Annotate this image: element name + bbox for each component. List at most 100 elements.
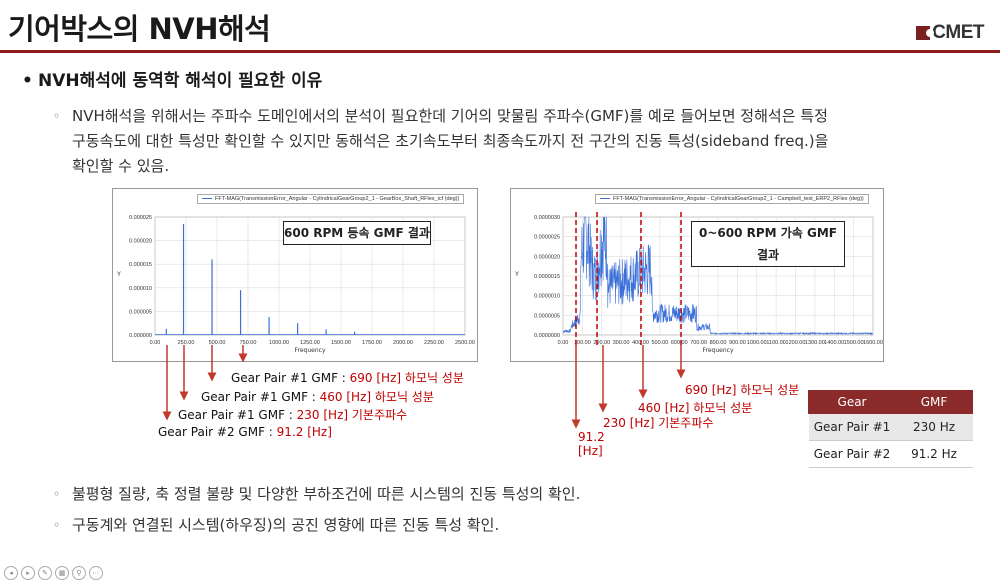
annotation-91hz: Gear Pair #2 GMF : 91.2 [Hz]	[158, 425, 332, 439]
y-axis-label: Y	[514, 271, 519, 278]
y-tick-label: 0.0000000	[534, 333, 560, 339]
sub-bullet-marker: ◦	[53, 518, 61, 532]
x-tick-label: 200.00	[593, 340, 610, 346]
chart-legend: FFT-MAG(TransmissionError_Angular - Cyli…	[595, 194, 869, 204]
logo-mark-icon	[916, 26, 935, 40]
slide-toolbar: ◂ ▸ ✎ ▦ ⚲ ⋯	[4, 566, 103, 580]
x-tick-label: 1500.00	[331, 340, 351, 346]
x-tick-label: 0.00	[558, 340, 569, 346]
chart-title-box: 600 RPM 등속 GMF 결과	[283, 221, 431, 245]
table-cell: 230 Hz	[895, 413, 973, 441]
annotation-right-460hz: 460 [Hz] 하모닉 성분	[638, 401, 753, 415]
chart-acceleration: FFT-MAG(TransmissionError_Angular - Cyli…	[510, 188, 884, 362]
pen-icon[interactable]: ✎	[38, 566, 52, 580]
bullet-text: 구동계와 연결된 시스템(하우징)의 공진 영향에 따른 진동 특성 확인.	[72, 516, 500, 534]
x-axis-label: Frequency	[703, 347, 734, 354]
chart-legend: FFT-MAG(TransmissionError_Angular - Cyli…	[197, 194, 465, 204]
x-tick-label: 1600.00	[863, 340, 883, 346]
paragraph-line-1: NVH해석을 위해서는 주파수 도메인에서의 분석이 필요한데 기어의 맞물림 …	[72, 107, 828, 125]
table-row: Gear Pair #2 91.2 Hz	[808, 440, 973, 468]
annotation-690hz: Gear Pair #1 GMF : 690 [Hz] 하모닉 성분	[231, 371, 464, 385]
forward-icon[interactable]: ▸	[21, 566, 35, 580]
legend-text: FFT-MAG(TransmissionError_Angular - Cyli…	[215, 196, 460, 202]
x-tick-label: 1000.00	[747, 340, 767, 346]
x-tick-label: 100.00	[574, 340, 591, 346]
bullet-marker: •	[22, 71, 33, 91]
logo-text: CMET	[932, 22, 984, 43]
slides-icon[interactable]: ▦	[55, 566, 69, 580]
table-cell: Gear Pair #1	[808, 413, 896, 441]
chart-title-box: 0~600 RPM 가속 GMF 결과	[691, 221, 845, 267]
sub-bullet-unbalance: ◦ 불평형 질량, 축 정렬 불량 및 다양한 부하조건에 따른 시스템의 진동…	[53, 482, 581, 507]
x-tick-label: 600.00	[671, 340, 688, 346]
paragraph-line-2: 구동속도에 대한 특성만 확인할 수 있지만 동해석은 초기속도부터 최종속도까…	[72, 132, 829, 150]
y-tick-label: 0.000000	[129, 333, 152, 339]
y-axis-label: Y	[116, 271, 121, 278]
x-tick-label: 750.00	[240, 340, 257, 346]
title-divider	[0, 50, 1000, 53]
y-tick-label: 0.000010	[129, 286, 152, 292]
y-tick-label: 0.000005	[129, 309, 152, 315]
table-header-gear: Gear	[808, 390, 896, 414]
x-tick-label: 1400.00	[824, 340, 844, 346]
back-icon[interactable]: ◂	[4, 566, 18, 580]
bullet-text: 불평형 질량, 축 정렬 불량 및 다양한 부하조건에 따른 시스템의 진동 특…	[72, 485, 581, 503]
y-tick-label: 0.000020	[129, 239, 152, 245]
annotation-right-91hz-unit: [Hz]	[578, 444, 603, 458]
table-cell: Gear Pair #2	[808, 440, 896, 468]
annotation-right-91hz: 91.2	[578, 430, 605, 444]
y-tick-label: 0.0000030	[534, 215, 560, 221]
table-cell: 91.2 Hz	[895, 440, 973, 468]
x-tick-label: 400.00	[632, 340, 649, 346]
sub-bullet-paragraph: ◦ NVH해석을 위해서는 주파수 도메인에서의 분석이 필요한데 기어의 맞물…	[53, 104, 829, 179]
sub-bullet-marker: ◦	[53, 109, 61, 123]
sweep-series	[562, 216, 873, 336]
main-bullet-text: NVH해석에 동역학 해석이 필요한 이유	[38, 71, 323, 91]
table-header-gmf: GMF	[895, 390, 973, 414]
company-logo: CMET	[916, 22, 984, 44]
gmf-table: Gear GMF Gear Pair #1 230 Hz Gear Pair #…	[808, 390, 973, 468]
zoom-icon[interactable]: ⚲	[72, 566, 86, 580]
chart-plot-right: 0.00 100.00 200.00 300.00 400.00 500.00 600.00…	[514, 215, 883, 354]
y-tick-label: 0.0000010	[534, 294, 560, 300]
x-tick-label: 1100.00	[766, 340, 785, 346]
x-tick-label: 2500.00	[455, 340, 475, 346]
legend-text: FFT-MAG(TransmissionError_Angular - Cyli…	[613, 196, 864, 202]
x-tick-label: 500.00	[651, 340, 668, 346]
x-axis-label: Frequency	[295, 347, 326, 354]
paragraph-line-3: 확인할 수 있음.	[72, 157, 170, 175]
x-tick-label: 1250.00	[300, 340, 320, 346]
x-tick-label: 2000.00	[393, 340, 413, 346]
x-tick-label: 1000.00	[269, 340, 289, 346]
x-tick-label: 250.00	[178, 340, 195, 346]
x-tick-label: 1300.00	[805, 340, 825, 346]
legend-line-icon	[600, 198, 610, 200]
y-tick-label: 0.0000005	[534, 313, 560, 319]
annotation-right-690hz: 690 [Hz] 하모닉 성분	[685, 383, 800, 397]
sub-bullet-marker: ◦	[53, 487, 61, 501]
annotation-230hz: Gear Pair #1 GMF : 230 [Hz] 기본주파수	[178, 408, 408, 422]
legend-line-icon	[202, 198, 212, 200]
annotation-460hz: Gear Pair #1 GMF : 460 [Hz] 하모닉 성분	[201, 390, 434, 404]
x-tick-label: 700.00	[690, 340, 707, 346]
y-tick-label: 0.000025	[129, 215, 152, 221]
y-tick-label: 0.000015	[129, 262, 152, 268]
x-tick-label: 1750.00	[362, 340, 382, 346]
annotation-right-230hz: 230 [Hz] 기본주파수	[603, 416, 714, 430]
x-tick-label: 1200.00	[786, 340, 806, 346]
x-tick-label: 900.00	[729, 340, 746, 346]
x-tick-label: 300.00	[613, 340, 630, 346]
page-title: 기어박스의 NVH해석	[8, 12, 271, 46]
y-tick-label: 0.0000025	[534, 235, 560, 241]
x-tick-label: 800.00	[710, 340, 727, 346]
main-bullet: • NVH해석에 동역학 해석이 필요한 이유	[22, 66, 322, 91]
table-row: Gear Pair #1 230 Hz	[808, 413, 973, 441]
sub-bullet-resonance: ◦ 구동계와 연결된 시스템(하우징)의 공진 영향에 따른 진동 특성 확인.	[53, 513, 500, 538]
y-tick-label: 0.0000015	[534, 274, 560, 280]
y-tick-label: 0.0000020	[534, 254, 560, 260]
x-tick-label: 1500.00	[844, 340, 864, 346]
x-tick-label: 500.00	[209, 340, 226, 346]
chart-constant-speed: FFT-MAG(TransmissionError_Angular - Cyli…	[112, 188, 478, 362]
more-icon[interactable]: ⋯	[89, 566, 103, 580]
x-tick-label: 2250.00	[424, 340, 444, 346]
